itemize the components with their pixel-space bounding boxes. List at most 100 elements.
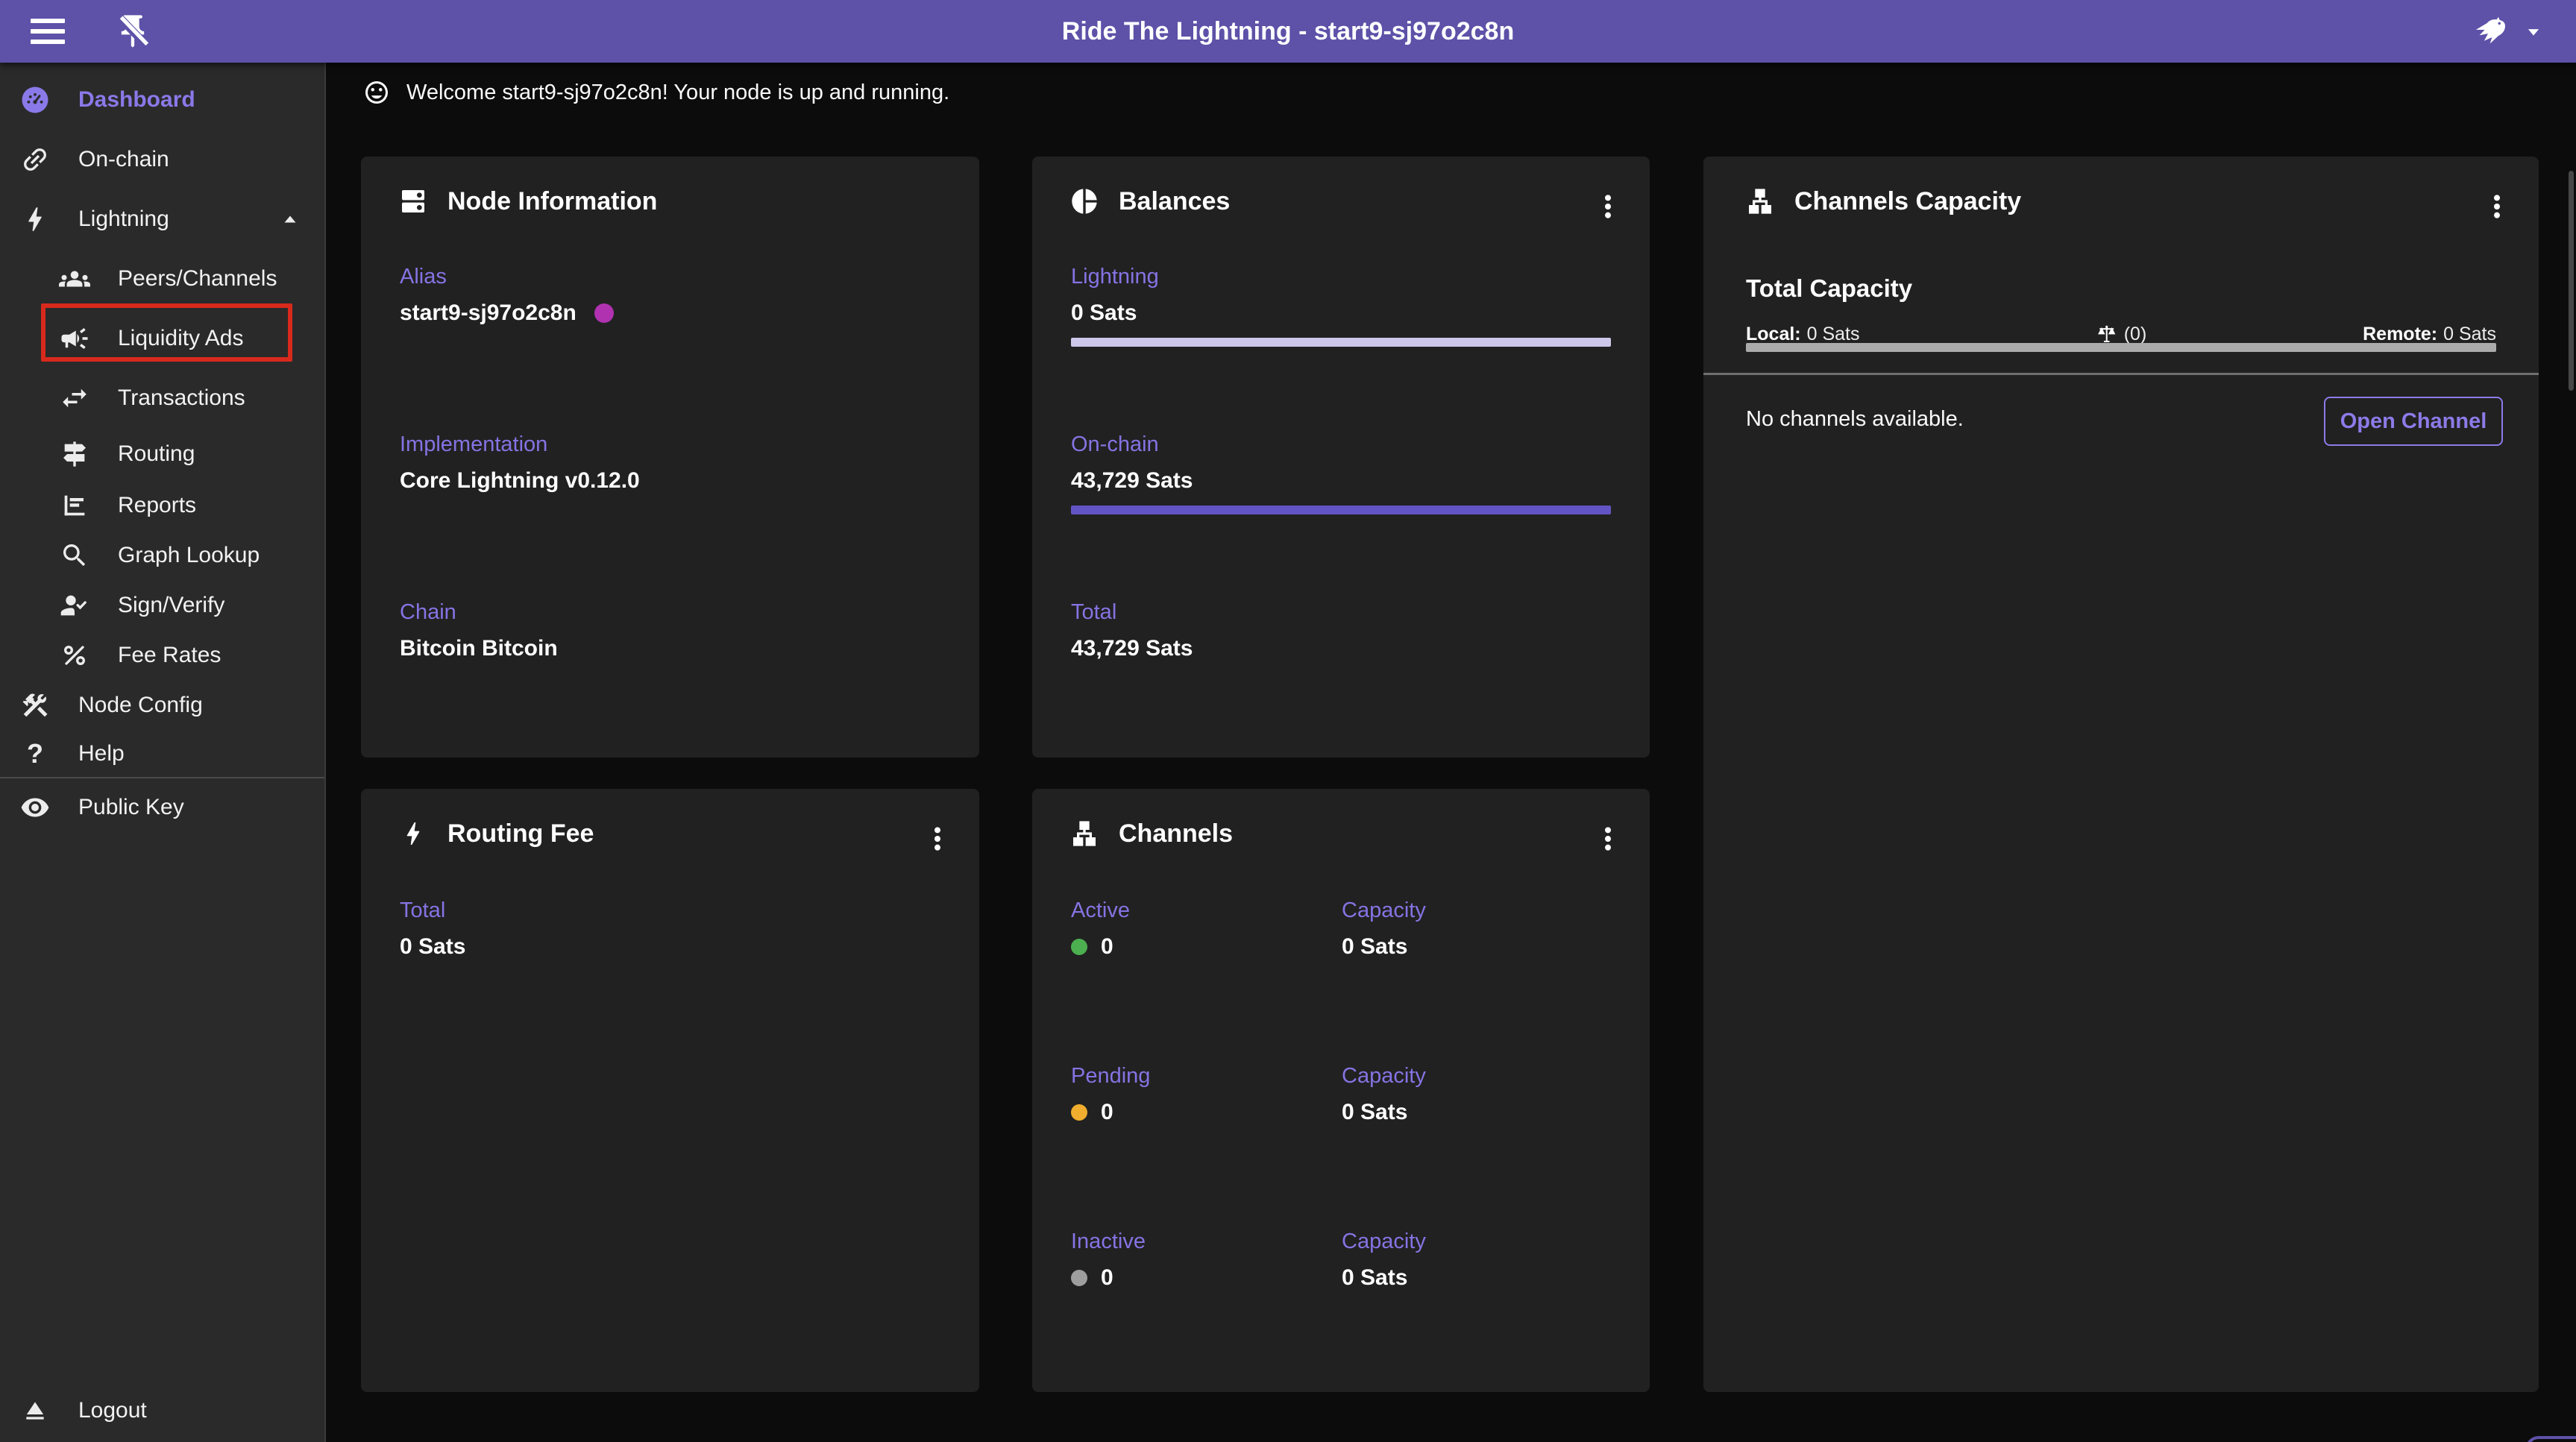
pending-count: 0 <box>1101 1100 1113 1124</box>
sidebar-divider <box>0 777 324 778</box>
active-status-dot <box>1071 939 1087 955</box>
pending-status-dot <box>1071 1104 1087 1121</box>
hamburger-icon <box>31 29 65 34</box>
implementation-field: Implementation Core Lightning v0.12.0 <box>400 432 940 494</box>
sidebar-item-dashboard[interactable]: Dashboard <box>0 70 324 130</box>
question-mark-icon: ? <box>27 738 43 769</box>
remote-label: Remote: <box>2363 323 2438 344</box>
channels-menu-button[interactable] <box>1592 817 1624 860</box>
active-count: 0 <box>1101 934 1113 959</box>
sidebar-item-fee-rates[interactable]: Fee Rates <box>0 630 324 680</box>
inactive-channels-row: Inactive 0 Capacity 0 Sats <box>1071 1230 1611 1291</box>
lightning-balance-field: Lightning 0 Sats <box>1071 265 1611 347</box>
channels-card: Channels Active 0 Capacity 0 Sats <box>1032 789 1650 1392</box>
onchain-balance-bar <box>1071 506 1611 514</box>
search-icon <box>58 541 91 570</box>
onchain-balance-label: On-chain <box>1071 432 1159 456</box>
welcome-banner: Welcome start9-sj97o2c8n! Your node is u… <box>363 79 949 106</box>
sidebar-item-label: Help <box>78 741 125 766</box>
lightning-bolt-icon <box>19 204 51 235</box>
sidebar-item-label: Public Key <box>78 795 184 819</box>
routing-fee-menu-button[interactable] <box>921 817 954 860</box>
dashboard-gauge-icon <box>19 84 51 116</box>
peeking-corner-element <box>2525 1436 2576 1442</box>
sidebar-item-label: Graph Lookup <box>118 542 260 567</box>
sidebar-item-label: Logout <box>78 1398 147 1423</box>
sidebar-item-label: Fee Rates <box>118 642 222 667</box>
sidebar-item-onchain[interactable]: On-chain <box>0 130 324 189</box>
peers-group-icon <box>58 263 91 295</box>
pin-off-button[interactable] <box>112 10 154 52</box>
scrollbar-thumb[interactable] <box>2569 171 2574 391</box>
implementation-label: Implementation <box>400 432 548 456</box>
active-channels-row: Active 0 Capacity 0 Sats <box>1071 898 1611 960</box>
capacity-label: Capacity <box>1342 1064 1426 1088</box>
main-content: Welcome start9-sj97o2c8n! Your node is u… <box>327 63 2576 1442</box>
inactive-status-dot <box>1071 1270 1087 1286</box>
page-title: Ride The Lightning - start9-sj97o2c8n <box>1061 16 1515 45</box>
sidebar-item-public-key[interactable]: Public Key <box>0 778 324 837</box>
sidebar-item-help[interactable]: ? Help <box>0 731 324 777</box>
alias-value: start9-sj97o2c8n <box>400 300 577 325</box>
lightning-balance-value: 0 Sats <box>1071 300 1137 325</box>
node-information-card: Node Information Alias start9-sj97o2c8n … <box>361 157 979 758</box>
capacity-label: Capacity <box>1342 898 1426 922</box>
node-color-dot <box>594 303 614 323</box>
remote-value: 0 Sats <box>2443 323 2496 344</box>
balances-menu-button[interactable] <box>1592 185 1624 228</box>
collapse-caret-icon <box>277 206 304 233</box>
sidebar-item-lightning[interactable]: Lightning <box>0 189 324 249</box>
signpost-icon <box>58 439 91 469</box>
sidebar-item-routing[interactable]: Routing <box>0 428 324 480</box>
lightning-balance-bar <box>1071 338 1611 347</box>
local-value: 0 Sats <box>1806 323 1860 344</box>
total-balance-label: Total <box>1071 600 1117 624</box>
welcome-message: Welcome start9-sj97o2c8n! Your node is u… <box>406 80 950 104</box>
open-channel-button[interactable]: Open Channel <box>2324 397 2503 446</box>
sidebar-item-graph-lookup[interactable]: Graph Lookup <box>0 530 324 580</box>
account-menu-button[interactable] <box>2470 12 2546 51</box>
total-capacity-heading: Total Capacity <box>1746 274 1913 302</box>
lightning-balance-label: Lightning <box>1071 265 1159 289</box>
total-capacity-bar <box>1746 343 2496 352</box>
hamburger-icon <box>31 40 65 44</box>
sidebar-item-transactions[interactable]: Transactions <box>0 368 324 428</box>
total-balance-field: Total 43,729 Sats <box>1071 600 1611 661</box>
onchain-balance-value: 43,729 Sats <box>1071 468 1193 493</box>
network-hub-icon <box>1069 819 1099 848</box>
sidebar-item-label: Lightning <box>78 207 169 231</box>
remote-capacity: Remote: 0 Sats <box>2363 324 2496 345</box>
sidebar-item-node-config[interactable]: Node Config <box>0 680 324 731</box>
inactive-label: Inactive <box>1071 1230 1146 1253</box>
sidebar-item-label: On-chain <box>78 147 169 171</box>
kebab-icon <box>2494 195 2500 218</box>
sidebar-item-label: Transactions <box>118 385 245 410</box>
alias-field: Alias start9-sj97o2c8n <box>400 265 940 326</box>
sidebar-item-sign-verify[interactable]: Sign/Verify <box>0 580 324 630</box>
chevron-down-icon <box>2521 19 2546 44</box>
onchain-balance-field: On-chain 43,729 Sats <box>1071 432 1611 514</box>
card-title: Balances <box>1119 186 1231 215</box>
pie-chart-icon <box>1069 186 1099 216</box>
sidebar-item-reports[interactable]: Reports <box>0 480 324 530</box>
routing-fee-total-value: 0 Sats <box>400 934 466 959</box>
pin-off-icon <box>113 12 152 51</box>
bar-chart-icon <box>58 491 91 520</box>
channels-capacity-menu-button[interactable] <box>2481 185 2513 228</box>
sidebar-item-liquidity-ads[interactable]: Liquidity Ads <box>0 309 324 368</box>
card-title: Channels <box>1119 819 1234 848</box>
kebab-icon <box>1605 827 1611 851</box>
capacity-value: 0 Sats <box>1342 1265 1408 1290</box>
inactive-count: 0 <box>1101 1265 1113 1290</box>
chain-field: Chain Bitcoin Bitcoin <box>400 600 940 661</box>
chain-link-icon <box>19 144 51 175</box>
capacity-value: 0 Sats <box>1342 1100 1408 1124</box>
rtl-logo-icon <box>2470 12 2509 51</box>
sidebar-item-label: Routing <box>118 441 195 466</box>
menu-toggle-button[interactable] <box>27 13 69 49</box>
megaphone-icon <box>58 323 91 354</box>
sidebar-item-logout[interactable]: Logout <box>0 1381 324 1441</box>
routing-fee-card: Routing Fee Total 0 Sats <box>361 789 979 1392</box>
sidebar-item-peers-channels[interactable]: Peers/Channels <box>0 249 324 309</box>
